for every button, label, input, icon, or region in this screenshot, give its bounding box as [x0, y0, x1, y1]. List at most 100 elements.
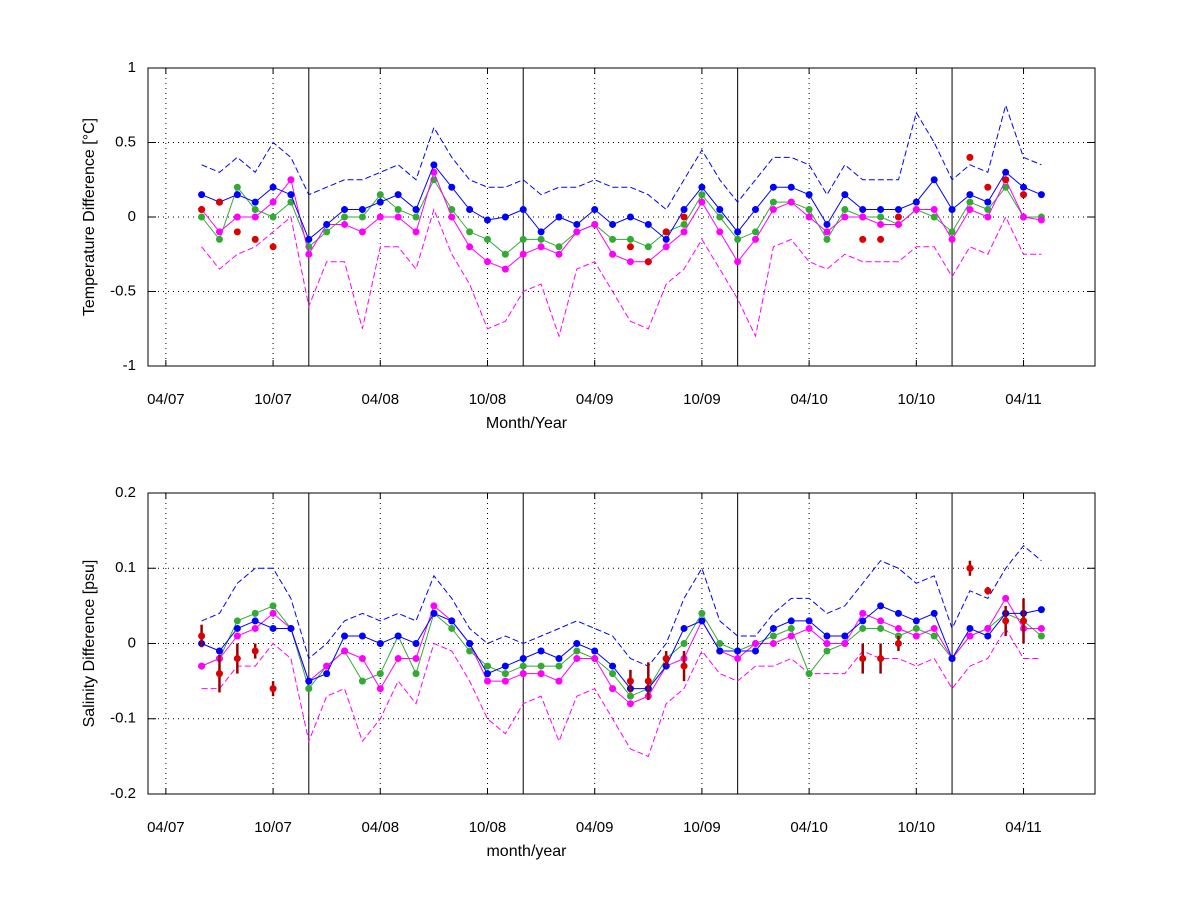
x-tick-label: 10/10: [898, 391, 936, 408]
x-tick-label: 10/09: [683, 819, 721, 836]
marker: [555, 677, 563, 685]
marker: [787, 198, 795, 206]
marker: [752, 228, 760, 236]
marker: [912, 198, 920, 206]
marker: [573, 647, 581, 655]
envelope-line: [201, 544, 1042, 667]
y-tick-label: -1: [123, 357, 136, 374]
marker: [394, 632, 402, 640]
marker: [716, 640, 724, 647]
marker: [734, 655, 742, 663]
marker: [859, 609, 867, 617]
marker: [1002, 168, 1010, 176]
marker: [930, 624, 938, 632]
marker: [948, 206, 956, 214]
x-tick-label: 04/08: [362, 819, 400, 836]
marker: [805, 206, 813, 214]
marker: [734, 258, 742, 266]
marker: [376, 198, 384, 206]
marker: [394, 655, 402, 663]
marker: [680, 206, 688, 214]
marker: [752, 206, 760, 214]
marker: [376, 685, 384, 693]
marker: [680, 213, 688, 221]
marker: [341, 647, 349, 655]
marker: [287, 624, 295, 632]
marker: [805, 617, 813, 625]
marker: [412, 655, 420, 663]
marker: [698, 609, 706, 617]
marker: [680, 662, 688, 670]
marker: [734, 235, 742, 243]
marker: [591, 220, 599, 228]
marker: [680, 624, 688, 632]
marker: [1037, 216, 1045, 224]
marker: [591, 206, 599, 214]
marker: [805, 624, 813, 632]
marker: [341, 206, 349, 214]
marker: [198, 632, 206, 640]
x-tick-label: 04/07: [147, 391, 185, 408]
marker: [501, 677, 509, 685]
marker: [573, 220, 581, 228]
marker: [233, 213, 241, 221]
marker: [984, 183, 992, 191]
marker: [573, 228, 581, 236]
marker: [984, 632, 992, 640]
marker: [555, 655, 563, 663]
marker: [680, 640, 688, 647]
marker: [823, 647, 831, 655]
marker: [716, 228, 724, 236]
marker: [769, 198, 777, 206]
marker: [626, 677, 634, 685]
marker: [555, 250, 563, 258]
marker: [626, 213, 634, 221]
marker: [305, 235, 313, 243]
marker: [644, 677, 652, 685]
marker: [501, 670, 509, 678]
marker: [1002, 183, 1010, 191]
x-tick-label: 04/09: [576, 819, 614, 836]
marker: [394, 213, 402, 221]
x-tick-label: 10/08: [469, 819, 507, 836]
marker: [233, 617, 241, 625]
marker: [752, 235, 760, 243]
marker: [269, 609, 277, 617]
marker: [412, 228, 420, 236]
marker: [787, 624, 795, 632]
marker: [215, 228, 223, 236]
marker: [537, 235, 545, 243]
marker: [1002, 594, 1010, 602]
marker: [859, 655, 867, 663]
marker: [948, 655, 956, 663]
marker: [1020, 617, 1028, 625]
marker: [269, 624, 277, 632]
marker: [376, 640, 384, 647]
marker: [269, 243, 277, 251]
marker: [251, 609, 259, 617]
marker: [716, 647, 724, 655]
marker: [233, 624, 241, 632]
marker: [394, 191, 402, 199]
marker: [769, 206, 777, 214]
marker: [591, 655, 599, 663]
marker: [198, 206, 206, 214]
marker: [894, 609, 902, 617]
marker: [519, 655, 527, 663]
marker: [698, 198, 706, 206]
marker: [609, 670, 617, 678]
marker: [1037, 632, 1045, 640]
marker: [841, 191, 849, 199]
y-tick-label: 0.2: [115, 484, 136, 501]
marker: [555, 662, 563, 670]
marker: [466, 243, 474, 251]
plot-frame: [147, 67, 1096, 367]
marker: [644, 258, 652, 266]
marker: [626, 258, 634, 266]
marker: [251, 213, 259, 221]
marker: [358, 677, 366, 685]
marker: [448, 624, 456, 632]
marker: [501, 662, 509, 670]
marker: [555, 213, 563, 221]
